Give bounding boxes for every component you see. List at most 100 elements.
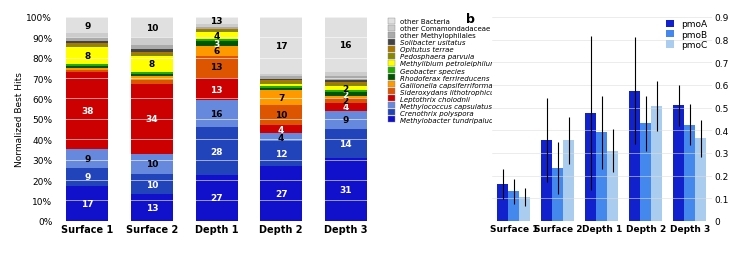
Bar xyxy=(131,154,173,174)
Text: 13: 13 xyxy=(210,63,223,72)
Bar xyxy=(542,141,553,221)
Bar xyxy=(131,46,173,50)
Bar xyxy=(324,87,367,91)
Bar xyxy=(131,85,173,154)
Text: 13: 13 xyxy=(145,203,159,212)
Bar xyxy=(131,81,173,85)
Bar xyxy=(324,93,367,97)
Text: 7: 7 xyxy=(278,93,284,103)
Text: 17: 17 xyxy=(275,42,288,51)
Bar xyxy=(260,18,302,75)
Bar xyxy=(66,186,109,221)
Bar xyxy=(260,81,302,83)
Text: 3: 3 xyxy=(214,40,219,49)
Bar xyxy=(324,81,367,83)
Bar xyxy=(324,73,367,77)
Bar xyxy=(684,125,696,221)
Bar xyxy=(195,79,238,101)
Bar xyxy=(66,18,109,34)
Text: 2: 2 xyxy=(343,97,349,106)
Text: 12: 12 xyxy=(275,149,288,158)
Bar xyxy=(131,38,173,46)
Bar xyxy=(324,111,367,130)
Bar xyxy=(195,128,238,175)
Bar xyxy=(324,85,367,87)
Text: 38: 38 xyxy=(81,107,94,116)
Text: 13: 13 xyxy=(210,85,223,94)
Text: 9: 9 xyxy=(343,116,349,125)
Legend: pmoA, pmoB, pmoC: pmoA, pmoB, pmoC xyxy=(666,20,708,50)
Text: 4: 4 xyxy=(278,125,284,134)
Bar xyxy=(597,133,608,221)
Bar xyxy=(260,77,302,79)
Text: 16: 16 xyxy=(339,41,352,50)
Bar xyxy=(66,65,109,67)
Bar xyxy=(260,125,302,134)
Text: 28: 28 xyxy=(210,147,223,156)
Text: b: b xyxy=(466,13,475,26)
Bar xyxy=(195,40,238,41)
Bar xyxy=(260,85,302,87)
Text: 13: 13 xyxy=(210,17,223,26)
Bar xyxy=(131,174,173,195)
Text: 10: 10 xyxy=(146,23,158,33)
Bar xyxy=(630,91,640,221)
Text: 9: 9 xyxy=(84,154,90,164)
Bar xyxy=(131,18,173,38)
Bar xyxy=(324,91,367,93)
Bar xyxy=(260,142,302,166)
Bar xyxy=(324,99,367,103)
Bar xyxy=(131,77,173,81)
Bar xyxy=(674,106,684,221)
Bar xyxy=(66,38,109,42)
Text: 8: 8 xyxy=(84,52,90,61)
Text: 27: 27 xyxy=(275,189,288,198)
Bar xyxy=(260,83,302,85)
Text: 2: 2 xyxy=(343,84,349,93)
Text: 10: 10 xyxy=(146,180,158,189)
Bar xyxy=(66,69,109,71)
Bar xyxy=(324,77,367,81)
Bar xyxy=(66,46,109,48)
Bar xyxy=(260,87,302,89)
Bar xyxy=(586,114,596,221)
Text: 31: 31 xyxy=(339,185,352,194)
Bar xyxy=(260,91,302,105)
Bar xyxy=(260,89,302,91)
Text: 8: 8 xyxy=(149,60,155,69)
Bar xyxy=(66,42,109,44)
Bar xyxy=(564,141,574,221)
Bar xyxy=(324,130,367,158)
Bar xyxy=(66,168,109,186)
Bar xyxy=(553,168,564,221)
Text: 10: 10 xyxy=(275,111,287,120)
Bar xyxy=(520,197,530,221)
Y-axis label: Normalized Best Hits: Normalized Best Hits xyxy=(15,72,23,167)
Bar xyxy=(195,18,238,25)
Bar xyxy=(696,139,706,221)
Text: 10: 10 xyxy=(146,160,158,169)
Bar xyxy=(195,25,238,28)
Bar xyxy=(195,175,238,221)
Bar xyxy=(195,41,238,46)
Bar xyxy=(260,105,302,125)
Bar xyxy=(66,48,109,65)
Bar xyxy=(66,34,109,38)
Bar xyxy=(195,31,238,33)
Text: 6: 6 xyxy=(214,47,219,56)
Bar xyxy=(509,192,520,221)
Bar xyxy=(66,44,109,46)
Bar xyxy=(195,28,238,30)
Text: 4: 4 xyxy=(214,32,219,41)
Bar xyxy=(131,54,173,56)
Bar xyxy=(652,107,663,221)
Bar xyxy=(324,103,367,111)
Text: 4: 4 xyxy=(278,133,284,142)
Text: 16: 16 xyxy=(210,110,223,119)
Text: 2: 2 xyxy=(343,90,349,100)
Bar xyxy=(324,83,367,85)
Bar xyxy=(195,30,238,31)
Text: 14: 14 xyxy=(339,139,352,148)
Bar xyxy=(260,166,302,221)
Bar xyxy=(195,33,238,40)
